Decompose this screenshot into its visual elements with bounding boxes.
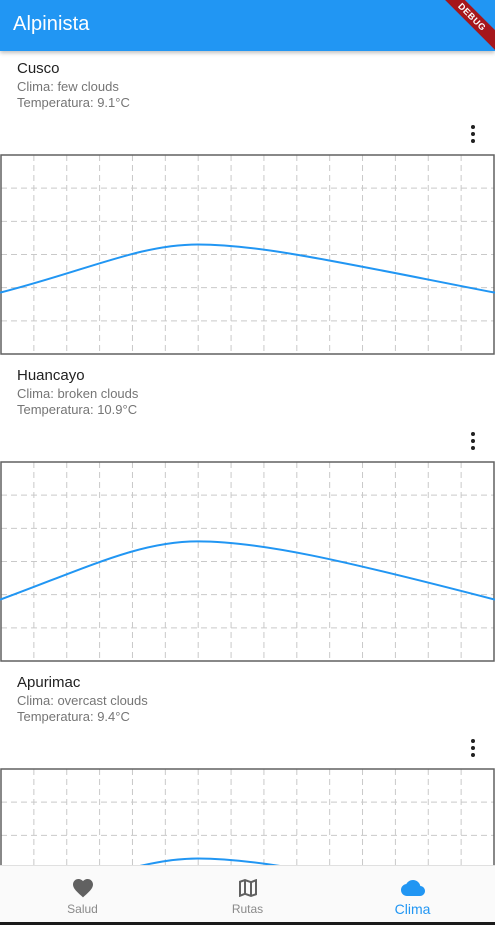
- nav-item-salud[interactable]: Salud: [0, 866, 165, 922]
- city-temperature: Temperatura: 10.9°C: [17, 402, 138, 417]
- chart-border: [0, 768, 495, 865]
- city-weather: Clima: broken clouds: [17, 386, 139, 401]
- temperature-line: [139, 857, 281, 865]
- chart-border: [0, 461, 495, 662]
- city-card-huancayo: Huancayo Clima: broken clouds Temperatur…: [0, 358, 495, 665]
- temperature-chart: [0, 461, 495, 662]
- nav-item-clima[interactable]: Clima: [330, 866, 495, 922]
- city-weather: Clima: few clouds: [17, 79, 119, 94]
- app-bar: Alpinista DEBUG: [0, 0, 495, 54]
- heart-icon: [72, 879, 93, 898]
- nav-label: Clima: [394, 901, 431, 917]
- weather-list[interactable]: Cusco Clima: few clouds Temperatura: 9.1…: [0, 51, 495, 865]
- more-vert-icon[interactable]: [465, 430, 481, 452]
- debug-banner: DEBUG: [435, 0, 495, 54]
- system-underlay: [0, 922, 495, 925]
- city-name: Huancayo: [17, 367, 85, 384]
- chart-canvas: [0, 461, 495, 662]
- city-weather: Clima: overcast clouds: [17, 693, 148, 708]
- more-vert-icon[interactable]: [465, 737, 481, 759]
- cloud-icon: [400, 880, 425, 896]
- nav-item-rutas[interactable]: Rutas: [165, 866, 330, 922]
- temperature-line: [0, 540, 495, 601]
- temperature-chart: [0, 154, 495, 355]
- city-name: Apurimac: [17, 674, 81, 691]
- city-name: Cusco: [17, 60, 60, 77]
- bottom-navigation: Salud Rutas Clima: [0, 865, 495, 922]
- city-card-apurimac: Apurimac Clima: overcast clouds Temperat…: [0, 665, 495, 865]
- map-icon: [238, 879, 257, 897]
- temperature-line: [0, 243, 495, 294]
- app-title: Alpinista: [13, 13, 90, 35]
- temperature-chart: [0, 768, 495, 865]
- city-temperature: Temperatura: 9.1°C: [17, 95, 130, 110]
- city-card-cusco: Cusco Clima: few clouds Temperatura: 9.1…: [0, 51, 495, 358]
- city-temperature: Temperatura: 9.4°C: [17, 709, 130, 724]
- chart-canvas: [0, 768, 495, 865]
- more-vert-icon[interactable]: [465, 123, 481, 145]
- chart-border: [0, 154, 495, 355]
- nav-label: Rutas: [231, 902, 264, 916]
- nav-label: Salud: [67, 902, 98, 916]
- chart-canvas: [0, 154, 495, 355]
